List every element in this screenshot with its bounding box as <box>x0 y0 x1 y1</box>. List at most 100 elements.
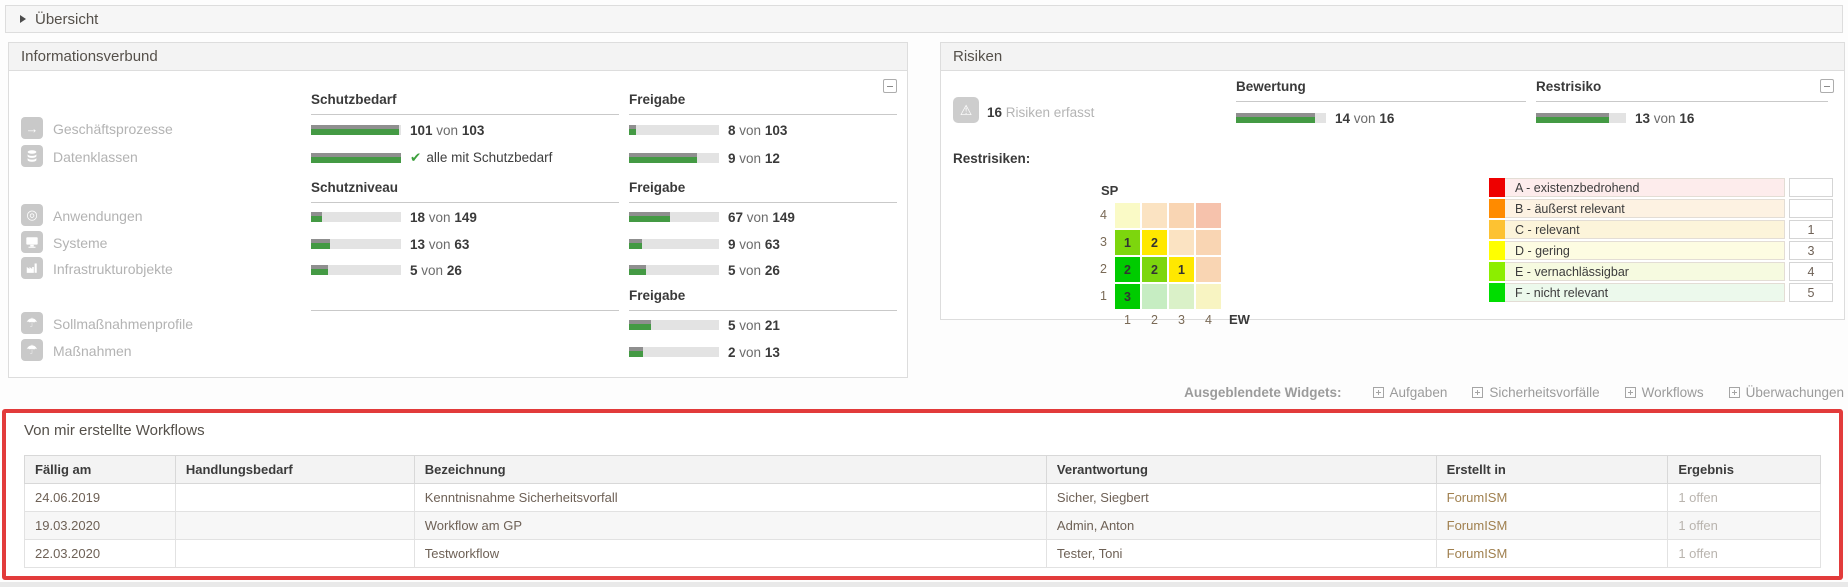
item-link[interactable]: Datenklassen <box>53 149 138 165</box>
panel-risiken: Risiken 16 Risiken erfasst Bewertung 14 … <box>940 42 1845 327</box>
stat-value: alle mit Schutzbedarf <box>410 150 552 166</box>
col-verantwortung[interactable]: Verantwortung <box>1045 455 1437 484</box>
chevron-right-icon <box>20 15 26 23</box>
legend-swatch <box>1489 178 1505 197</box>
stat-value: 67 von 149 <box>728 209 795 225</box>
stat-value: 5 von 21 <box>728 317 780 333</box>
item-link[interactable]: Sollmaßnahmenprofile <box>53 316 194 332</box>
stat-value: 14 von 16 <box>1335 110 1395 126</box>
umbrella-icon <box>21 339 43 361</box>
stat-value: 13 von 63 <box>410 236 470 252</box>
matrix-col-label: 4 <box>1205 313 1212 327</box>
col-erstellt-in[interactable]: Erstellt in <box>1435 455 1669 484</box>
matrix-col-label: 2 <box>1151 313 1158 327</box>
table-header-row: Fällig am Handlungsbedarf Bezeichnung Ve… <box>24 455 1821 484</box>
workflows-panel-title: Von mir erstellte Workflows <box>24 422 205 439</box>
matrix-row-label: 3 <box>1100 235 1107 249</box>
risk-matrix-cell: 2 <box>1142 257 1167 282</box>
risk-matrix-cell <box>1169 230 1194 255</box>
matrix-col-label: 3 <box>1178 313 1185 327</box>
check-icon <box>410 150 426 165</box>
stat-value: 13 von 16 <box>1635 110 1695 126</box>
legend-row: B - äußerst relevant <box>1489 199 1833 218</box>
legend-label: E - vernachlässigbar <box>1505 262 1785 281</box>
risk-count: 16 Risiken erfasst <box>987 105 1095 120</box>
risk-legend: A - existenzbedrohend B - äußerst releva… <box>1489 178 1833 304</box>
collapse-icon[interactable] <box>883 79 897 93</box>
col-ergebnis[interactable]: Ergebnis <box>1667 455 1821 484</box>
matrix-row-label: 2 <box>1100 262 1107 276</box>
widget-link-sicherheitsvorfaelle[interactable]: Sicherheitsvorfälle <box>1472 385 1600 400</box>
cell-result: 1 offen <box>1667 483 1821 512</box>
matrix-row-label: 1 <box>1100 289 1107 303</box>
panel-title: Risiken <box>941 43 1844 71</box>
application-icon <box>21 204 43 226</box>
stat-value: 5 von 26 <box>728 262 780 278</box>
legend-row: C - relevant 1 <box>1489 220 1833 239</box>
plus-icon <box>1728 387 1740 398</box>
item-link[interactable]: Anwendungen <box>53 208 143 224</box>
plus-icon <box>1472 387 1484 398</box>
cell-responsible: Admin, Anton <box>1045 511 1437 540</box>
column-header-freigabe: Freigabe <box>629 180 897 203</box>
cell-responsible: Tester, Toni <box>1045 539 1437 568</box>
progress-bar <box>311 265 401 275</box>
item-link[interactable]: Maßnahmen <box>53 343 132 359</box>
info-row-geschaeftsprozesse: Geschäftsprozesse 101 von 103 8 von 103 <box>9 117 907 141</box>
progress-bar <box>629 320 719 330</box>
legend-swatch <box>1489 220 1505 239</box>
column-header-freigabe: Freigabe <box>629 288 897 311</box>
widget-link-workflows[interactable]: Workflows <box>1624 385 1704 400</box>
item-link[interactable]: Systeme <box>53 235 108 251</box>
table-row[interactable]: 24.06.2019 Kenntnisnahme Sicherheitsvorf… <box>24 483 1821 512</box>
accordion-uebersicht[interactable]: Übersicht <box>5 5 1843 33</box>
risk-matrix-cell: 1 <box>1169 257 1194 282</box>
item-link[interactable]: Infrastrukturobjekte <box>53 261 173 277</box>
info-row-sollmassnahmenprofile: Sollmaßnahmenprofile 5 von 21 <box>9 312 907 336</box>
table-row[interactable]: 19.03.2020 Workflow am GP Admin, Anton F… <box>24 511 1821 540</box>
bottom-strip <box>0 582 1848 587</box>
risk-matrix: SP 4 3 1 2 2 2 2 1 1 3 <box>1091 171 1257 329</box>
legend-row: A - existenzbedrohend <box>1489 178 1833 197</box>
col-faellig-am[interactable]: Fällig am <box>24 455 176 484</box>
cell-result: 1 offen <box>1667 511 1821 540</box>
progress-bar <box>629 125 719 135</box>
progress-bar <box>629 153 719 163</box>
table-row[interactable]: 22.03.2020 Testworkflow Tester, Toni For… <box>24 539 1821 568</box>
risk-matrix-cell <box>1196 257 1221 282</box>
legend-label: F - nicht relevant <box>1505 283 1785 302</box>
item-link[interactable]: Geschäftsprozesse <box>53 121 173 137</box>
matrix-x-axis-label: EW <box>1229 312 1250 327</box>
legend-count: 4 <box>1789 262 1833 281</box>
collapse-icon[interactable] <box>1820 79 1834 93</box>
cell-created-in[interactable]: ForumISM <box>1435 511 1669 540</box>
stat-value: 18 von 149 <box>410 209 477 225</box>
risk-matrix-cell <box>1169 284 1194 309</box>
cell-created-in[interactable]: ForumISM <box>1435 483 1669 512</box>
risk-matrix-cell <box>1142 284 1167 309</box>
column-header-spacer <box>311 288 619 311</box>
legend-count: 3 <box>1789 241 1833 260</box>
widget-link-aufgaben[interactable]: Aufgaben <box>1372 385 1447 400</box>
widget-link-ueberwachungen[interactable]: Überwachungen <box>1728 385 1844 400</box>
hidden-widgets-bar: Ausgeblendete Widgets: Aufgaben Sicherhe… <box>1184 385 1844 400</box>
column-header-restrisiko: Restrisiko <box>1536 79 1828 102</box>
matrix-y-axis-label: SP <box>1101 183 1119 198</box>
matrix-caption: Restrisiken: <box>953 151 1031 166</box>
progress-bar <box>311 153 401 163</box>
info-row-infrastrukturobjekte: Infrastrukturobjekte 5 von 26 5 von 26 <box>9 257 907 281</box>
legend-swatch <box>1489 262 1505 281</box>
workflows-panel-highlighted: Von mir erstellte Workflows Fällig am Ha… <box>2 409 1843 580</box>
accordion-title: Übersicht <box>35 10 99 28</box>
cell-name: Workflow am GP <box>413 511 1047 540</box>
legend-row: E - vernachlässigbar 4 <box>1489 262 1833 281</box>
stat-value: 9 von 63 <box>728 236 780 252</box>
col-handlungsbedarf[interactable]: Handlungsbedarf <box>174 455 415 484</box>
col-bezeichnung[interactable]: Bezeichnung <box>413 455 1047 484</box>
legend-count: 1 <box>1789 220 1833 239</box>
risk-matrix-cell: 2 <box>1142 230 1167 255</box>
progress-bar <box>629 265 719 275</box>
info-row-anwendungen: Anwendungen 18 von 149 67 von 149 <box>9 204 907 228</box>
progress-bar <box>629 347 719 357</box>
cell-created-in[interactable]: ForumISM <box>1435 539 1669 568</box>
